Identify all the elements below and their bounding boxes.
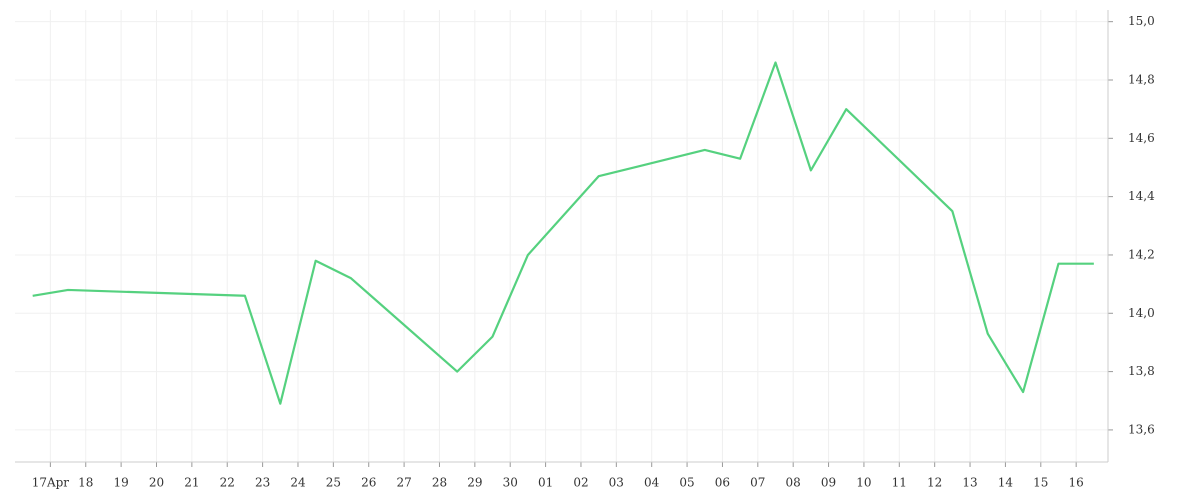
x-tick-label: 29 <box>467 476 482 490</box>
y-tick-label: 14,8 <box>1128 72 1155 86</box>
x-tick-label: 09 <box>821 476 836 490</box>
x-tick-label: 14 <box>998 476 1014 490</box>
x-tick-label: 21 <box>184 476 199 490</box>
x-tick-label: 13 <box>962 476 977 490</box>
y-tick-label: 14,4 <box>1128 189 1155 203</box>
x-tick-label: 28 <box>432 476 447 490</box>
x-tick-label: 19 <box>113 476 128 490</box>
x-tick-label: 20 <box>149 476 164 490</box>
x-tick-label: 02 <box>573 476 588 490</box>
x-tick-label: 01 <box>538 476 553 490</box>
x-tick-label: 25 <box>326 476 341 490</box>
x-tick-label: 27 <box>396 476 411 490</box>
price-line <box>32 61 1094 405</box>
x-tick-label: 04 <box>644 476 660 490</box>
x-tick-label: 23 <box>255 476 270 490</box>
y-tick-label: 13,8 <box>1128 364 1155 378</box>
y-tick-label: 14,0 <box>1128 306 1155 320</box>
x-tick-label: 26 <box>361 476 376 490</box>
x-tick-label: 30 <box>503 476 518 490</box>
x-tick-label: 16 <box>1069 476 1084 490</box>
x-tick-label: 15 <box>1033 476 1048 490</box>
y-tick-label: 14,2 <box>1128 247 1155 261</box>
x-tick-label: 03 <box>609 476 624 490</box>
x-tick-label: 05 <box>679 476 694 490</box>
x-tick-label: 10 <box>856 476 871 490</box>
y-tick-label: 13,6 <box>1128 422 1155 436</box>
x-tick-label: 22 <box>220 476 235 490</box>
y-tick-label: 15,0 <box>1128 14 1155 28</box>
x-tick-label: 17Apr <box>32 476 70 490</box>
x-tick-label: 07 <box>750 476 765 490</box>
x-tick-label: 24 <box>290 476 306 490</box>
x-tick-label: 06 <box>715 476 730 490</box>
x-tick-label: 08 <box>786 476 801 490</box>
x-tick-label: 12 <box>927 476 942 490</box>
y-tick-label: 14,6 <box>1128 131 1155 145</box>
x-tick-label: 18 <box>78 476 93 490</box>
x-tick-label: 11 <box>892 476 907 490</box>
